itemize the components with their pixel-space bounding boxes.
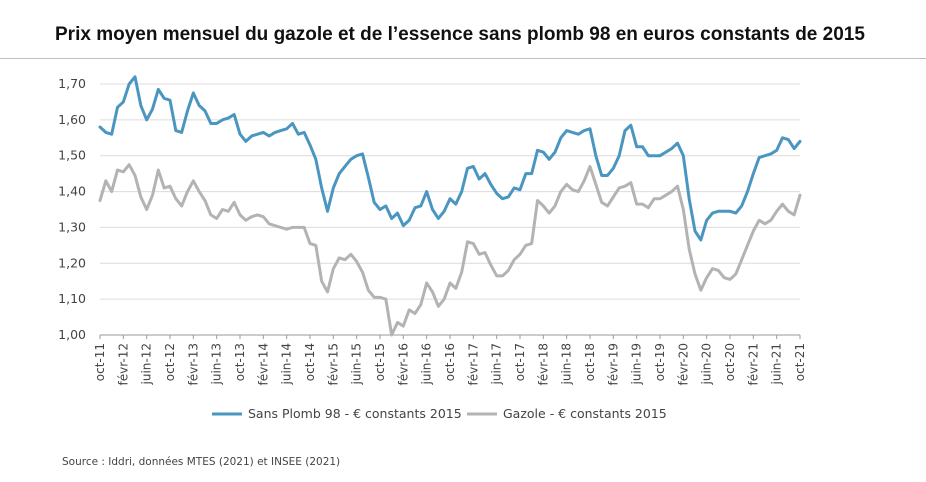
x-tick-label: févr-12 (116, 343, 130, 385)
x-tick-label: juin-14 (280, 343, 294, 385)
x-tick-label: oct-17 (513, 343, 527, 381)
y-tick-label: 1,20 (58, 255, 86, 270)
y-tick-label: 1,00 (58, 327, 86, 342)
legend: Sans Plomb 98 - € constants 2015 Gazole -… (212, 406, 667, 421)
series-lines (98, 75, 802, 337)
x-tick-label: oct-16 (443, 343, 457, 381)
y-tick-label: 1,40 (58, 184, 86, 199)
x-tick-label: juin-13 (210, 343, 224, 385)
y-axis-ticks: 1,00 1,10 1,20 1,30 1,40 1,50 1,60 1,70 (58, 76, 86, 342)
y-tick-label: 1,10 (58, 291, 86, 306)
x-tick-label: oct-14 (303, 343, 317, 381)
series-line (98, 163, 802, 337)
y-tick-label: 1,30 (58, 219, 86, 234)
x-tick-label: juin-15 (350, 343, 364, 385)
x-tick-label: oct-11 (93, 343, 107, 381)
y-tick-label: 1,50 (58, 148, 86, 163)
x-tick-label: oct-19 (653, 343, 667, 381)
chart-title: Prix moyen mensuel du gazole et de l’ess… (55, 24, 865, 45)
x-tick-label: oct-15 (373, 343, 387, 381)
source-note: Source : Iddri, données MTES (2021) et I… (62, 456, 341, 468)
x-tick-label: juin-17 (490, 343, 504, 385)
title-divider (0, 58, 926, 59)
x-tick-label: oct-12 (163, 343, 177, 381)
x-tick-label: juin-19 (630, 343, 644, 385)
y-tick-label: 1,60 (58, 112, 86, 127)
x-tick-label: févr-17 (466, 343, 480, 385)
x-tick-label: oct-13 (233, 343, 247, 381)
x-tick-label: févr-20 (676, 343, 690, 385)
legend-label: Gazole - € constants 2015 (503, 406, 667, 421)
x-tick-label: oct-20 (723, 343, 737, 381)
x-tick-label: févr-19 (606, 343, 620, 385)
grid-lines (100, 83, 800, 300)
x-tick-label: févr-13 (186, 343, 200, 385)
x-tick-label: févr-14 (256, 343, 270, 385)
x-tick-label: juin-18 (560, 343, 574, 385)
y-tick-label: 1,70 (58, 76, 86, 91)
x-tick-label: févr-16 (396, 343, 410, 385)
x-tick-label: févr-18 (536, 343, 550, 385)
x-tick-label: juin-12 (140, 343, 154, 385)
legend-label: Sans Plomb 98 - € constants 2015 (248, 406, 462, 421)
x-tick-label: juin-20 (700, 343, 714, 385)
x-tick-label: févr-15 (326, 343, 340, 385)
x-tick-label: juin-16 (420, 343, 434, 385)
series-line (98, 75, 802, 242)
x-tick-label: oct-18 (583, 343, 597, 381)
x-axis-ticks: oct-11 févr-12 juin-12 oct-12 févr-13 juin-13… (93, 335, 807, 385)
x-tick-label: oct-21 (793, 343, 807, 381)
x-tick-label: juin-21 (770, 343, 784, 385)
x-tick-label: févr-21 (746, 343, 760, 385)
